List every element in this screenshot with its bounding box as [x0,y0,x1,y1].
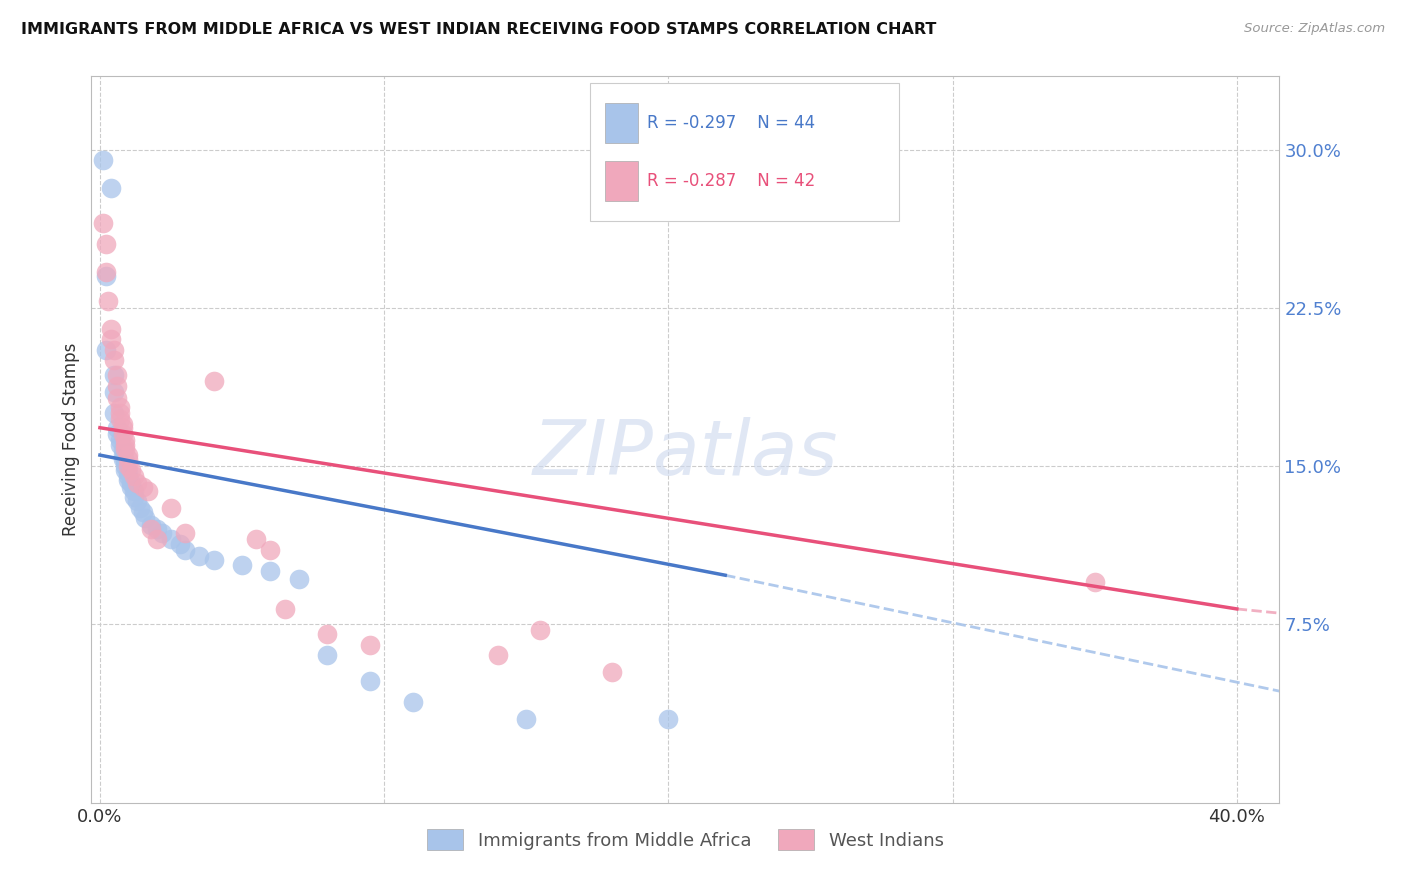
Point [100,180,122,194]
Point [120,475,142,490]
Point [359,673,381,688]
Point [486,648,509,663]
Point [105,368,128,382]
Point [91,153,114,167]
Bar [591,83,900,221]
Point [114,454,136,468]
Point [100,332,122,346]
Point [105,378,128,392]
Point [125,475,148,490]
Point [120,480,142,494]
Point [117,465,139,479]
Point [108,434,131,448]
Point [117,469,139,483]
Point [111,421,134,435]
Point [139,522,162,536]
Legend: Immigrants from Middle Africa, West Indians: Immigrants from Middle Africa, West Indi… [420,822,950,857]
Text: IMMIGRANTS FROM MIDDLE AFRICA VS WEST INDIAN RECEIVING FOOD STAMPS CORRELATION C: IMMIGRANTS FROM MIDDLE AFRICA VS WEST IN… [21,22,936,37]
Point [103,384,125,399]
Point [122,469,145,483]
Point [231,558,253,572]
Point [316,627,339,641]
Point [108,437,131,451]
Point [103,406,125,420]
Point [202,553,225,567]
Point [100,321,122,335]
Point [273,602,295,616]
Point [111,442,134,456]
Point [529,623,551,637]
Point [134,511,156,525]
Point [145,522,167,536]
Point [160,500,183,515]
Point [359,638,381,652]
Point [114,463,136,477]
Point [105,427,128,442]
Bar [605,161,638,202]
Point [117,474,139,488]
Point [111,427,134,442]
Point [120,463,142,477]
Point [111,417,134,431]
Point [105,421,128,435]
Point [103,368,125,382]
Point [94,343,117,357]
Point [114,442,136,456]
Point [97,294,120,309]
Point [103,353,125,368]
Point [188,549,211,564]
Point [105,391,128,405]
Point [131,505,153,519]
Point [117,448,139,462]
Point [111,448,134,462]
Point [145,533,167,547]
Point [122,490,145,504]
Point [94,237,117,252]
Point [316,648,339,663]
Point [114,434,136,448]
Y-axis label: Receiving Food Stamps: Receiving Food Stamps [62,343,80,536]
Point [259,564,281,578]
Point [114,458,136,473]
Point [131,480,153,494]
Point [169,536,191,550]
Text: R = -0.287    N = 42: R = -0.287 N = 42 [647,172,815,190]
Bar [605,103,638,143]
Point [401,695,423,709]
Point [160,533,183,547]
Point [174,526,197,541]
Text: Source: ZipAtlas.com: Source: ZipAtlas.com [1244,22,1385,36]
Point [108,400,131,414]
Point [288,573,311,587]
Point [139,517,162,532]
Point [91,216,114,230]
Point [515,712,537,726]
Point [108,406,131,420]
Point [245,533,267,547]
Point [108,412,131,426]
Point [117,458,139,473]
Point [1084,574,1107,589]
Point [114,437,136,451]
Point [103,343,125,357]
Text: R = -0.297    N = 44: R = -0.297 N = 44 [647,114,815,132]
Point [259,543,281,558]
Point [94,268,117,283]
Point [122,483,145,498]
Point [125,494,148,508]
Point [152,526,174,541]
Point [657,712,679,726]
Point [174,543,197,558]
Point [136,483,159,498]
Point [202,375,225,389]
Point [111,452,134,467]
Point [117,452,139,467]
Point [128,500,150,515]
Text: ZIPatlas: ZIPatlas [533,417,838,491]
Point [94,265,117,279]
Point [600,665,623,680]
